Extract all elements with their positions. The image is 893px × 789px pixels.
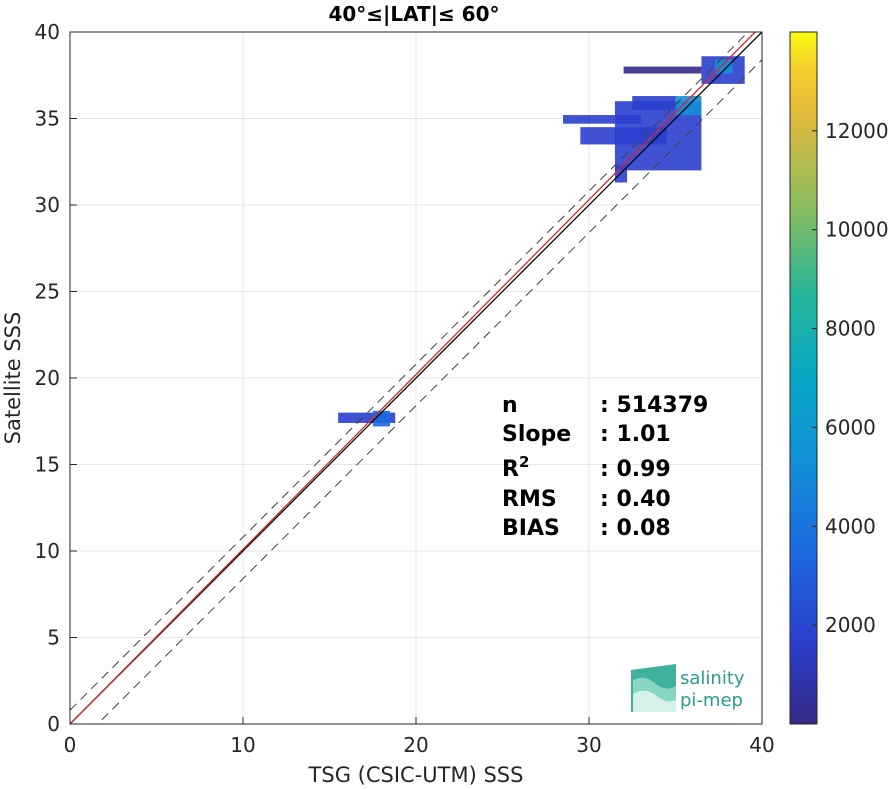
chart-title: 40°≤|LAT|≤ 60° (328, 2, 499, 26)
density-cell (623, 66, 702, 74)
x-axis-label: TSG (CSIC-UTM) SSS (308, 763, 524, 787)
line-lower (96, 59, 762, 724)
stat-value: : 0.99 (600, 457, 671, 482)
x-tick-label: 0 (64, 733, 77, 757)
y-tick-label: 40 (35, 20, 60, 44)
y-axis-ticks: 0 5 10 15 20 25 30 35 40 (35, 20, 77, 736)
y-axis-label: Satellite SSS (1, 312, 25, 445)
y-tick-label: 0 (47, 712, 60, 736)
stat-label: Slope (502, 422, 571, 447)
density-cell (563, 115, 641, 124)
colorbar-tick-label: 12000 (825, 119, 889, 143)
x-tick-label: 10 (230, 733, 255, 757)
density-cell (715, 59, 733, 74)
colorbar-tick-label: 2000 (825, 613, 876, 637)
stat-value: : 0.40 (600, 487, 671, 512)
y-tick-label: 35 (35, 107, 60, 131)
logo-line2: pi-mep (680, 690, 743, 711)
stat-label: n (502, 393, 518, 418)
stat-label: BIAS (502, 516, 560, 541)
colorbar (789, 31, 818, 725)
y-tick-label: 15 (35, 453, 60, 477)
x-tick-label: 40 (749, 733, 774, 757)
x-axis-ticks: 0 10 20 30 40 (64, 717, 775, 757)
logo-wave-icon-layer2 (633, 690, 676, 712)
line-identity (70, 32, 762, 724)
stat-value: : 514379 (600, 393, 708, 418)
colorbar-tick-label: 6000 (825, 415, 876, 439)
stat-value: : 0.08 (600, 516, 671, 541)
stat-label: RMS (502, 487, 557, 512)
density-cell (632, 96, 676, 110)
colorbar-ticks: 2000 4000 6000 8000 10000 12000 (812, 119, 889, 637)
salinity-pimep-logo: salinity pi-mep (631, 664, 745, 712)
y-tick-label: 30 (35, 193, 60, 217)
reference-lines (70, 32, 762, 724)
x-tick-label: 30 (576, 733, 601, 757)
colorbar-tick-label: 4000 (825, 514, 876, 538)
density-cell (338, 412, 396, 423)
y-tick-label: 5 (47, 626, 60, 650)
logo-line1: salinity (680, 668, 745, 689)
line-fit (70, 32, 757, 724)
y-tick-label: 10 (35, 539, 60, 563)
stat-value: : 1.01 (600, 422, 671, 447)
colorbar-tick-label: 8000 (825, 317, 876, 341)
colorbar-tick-label: 10000 (825, 218, 889, 242)
x-tick-label: 20 (403, 733, 428, 757)
y-tick-label: 25 (35, 280, 60, 304)
y-tick-label: 20 (35, 366, 60, 390)
line-upper (70, 32, 749, 711)
